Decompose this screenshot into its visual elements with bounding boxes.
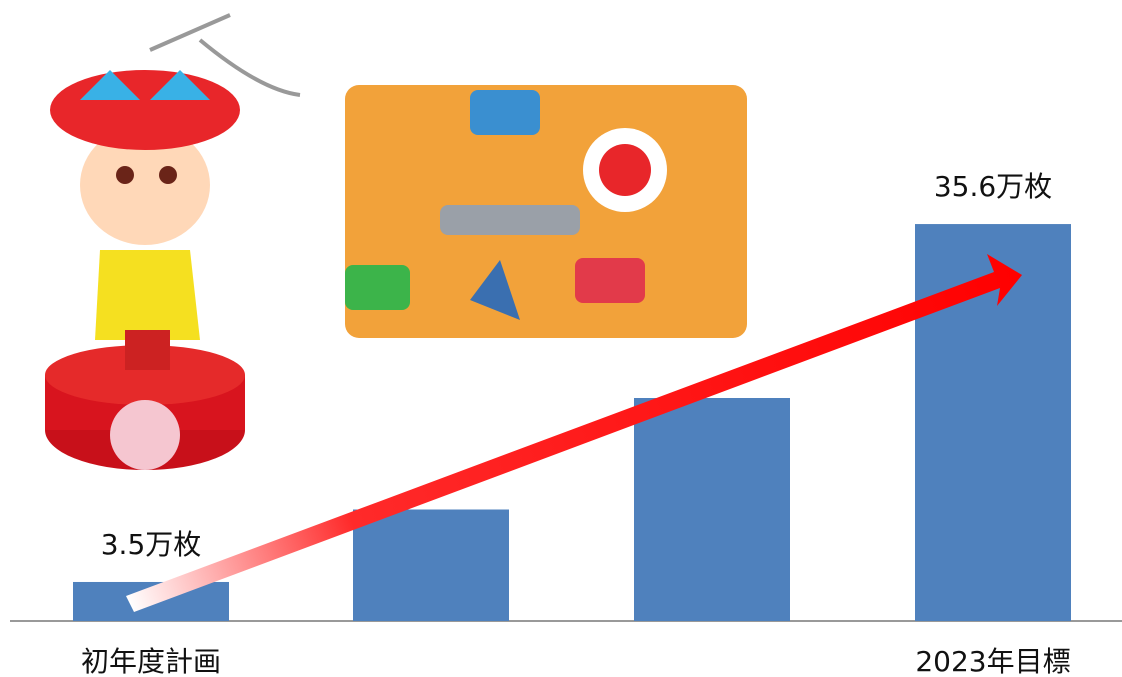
card-image [345, 85, 747, 338]
value-label: 3.5万枚 [101, 528, 202, 561]
value-label: 35.6万枚 [934, 170, 1052, 203]
mascot-image [45, 15, 300, 470]
page: 初年度計画3.5万枚2023年目標35.6万枚 (() => { const d… [0, 0, 1122, 677]
x-tick-label: 2023年目標 [915, 645, 1070, 677]
bar [353, 510, 509, 622]
bar [634, 398, 790, 621]
chart: 初年度計画 3.5万枚 2023年目標 35.6万枚 [0, 0, 1122, 677]
x-tick-label: 初年度計画 [81, 645, 221, 677]
